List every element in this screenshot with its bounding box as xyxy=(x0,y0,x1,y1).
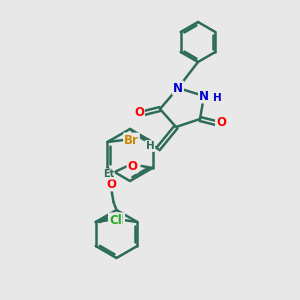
Text: N: N xyxy=(173,82,183,94)
Text: O: O xyxy=(134,106,144,119)
Text: H: H xyxy=(213,93,221,103)
Text: O: O xyxy=(216,116,226,130)
Text: Br: Br xyxy=(124,134,139,146)
Text: Cl: Cl xyxy=(111,214,124,226)
Text: O: O xyxy=(106,178,116,190)
Text: O: O xyxy=(128,160,137,172)
Text: N: N xyxy=(199,89,209,103)
Text: Cl: Cl xyxy=(109,214,122,226)
Text: H: H xyxy=(146,141,154,151)
Text: Et: Et xyxy=(103,169,114,179)
